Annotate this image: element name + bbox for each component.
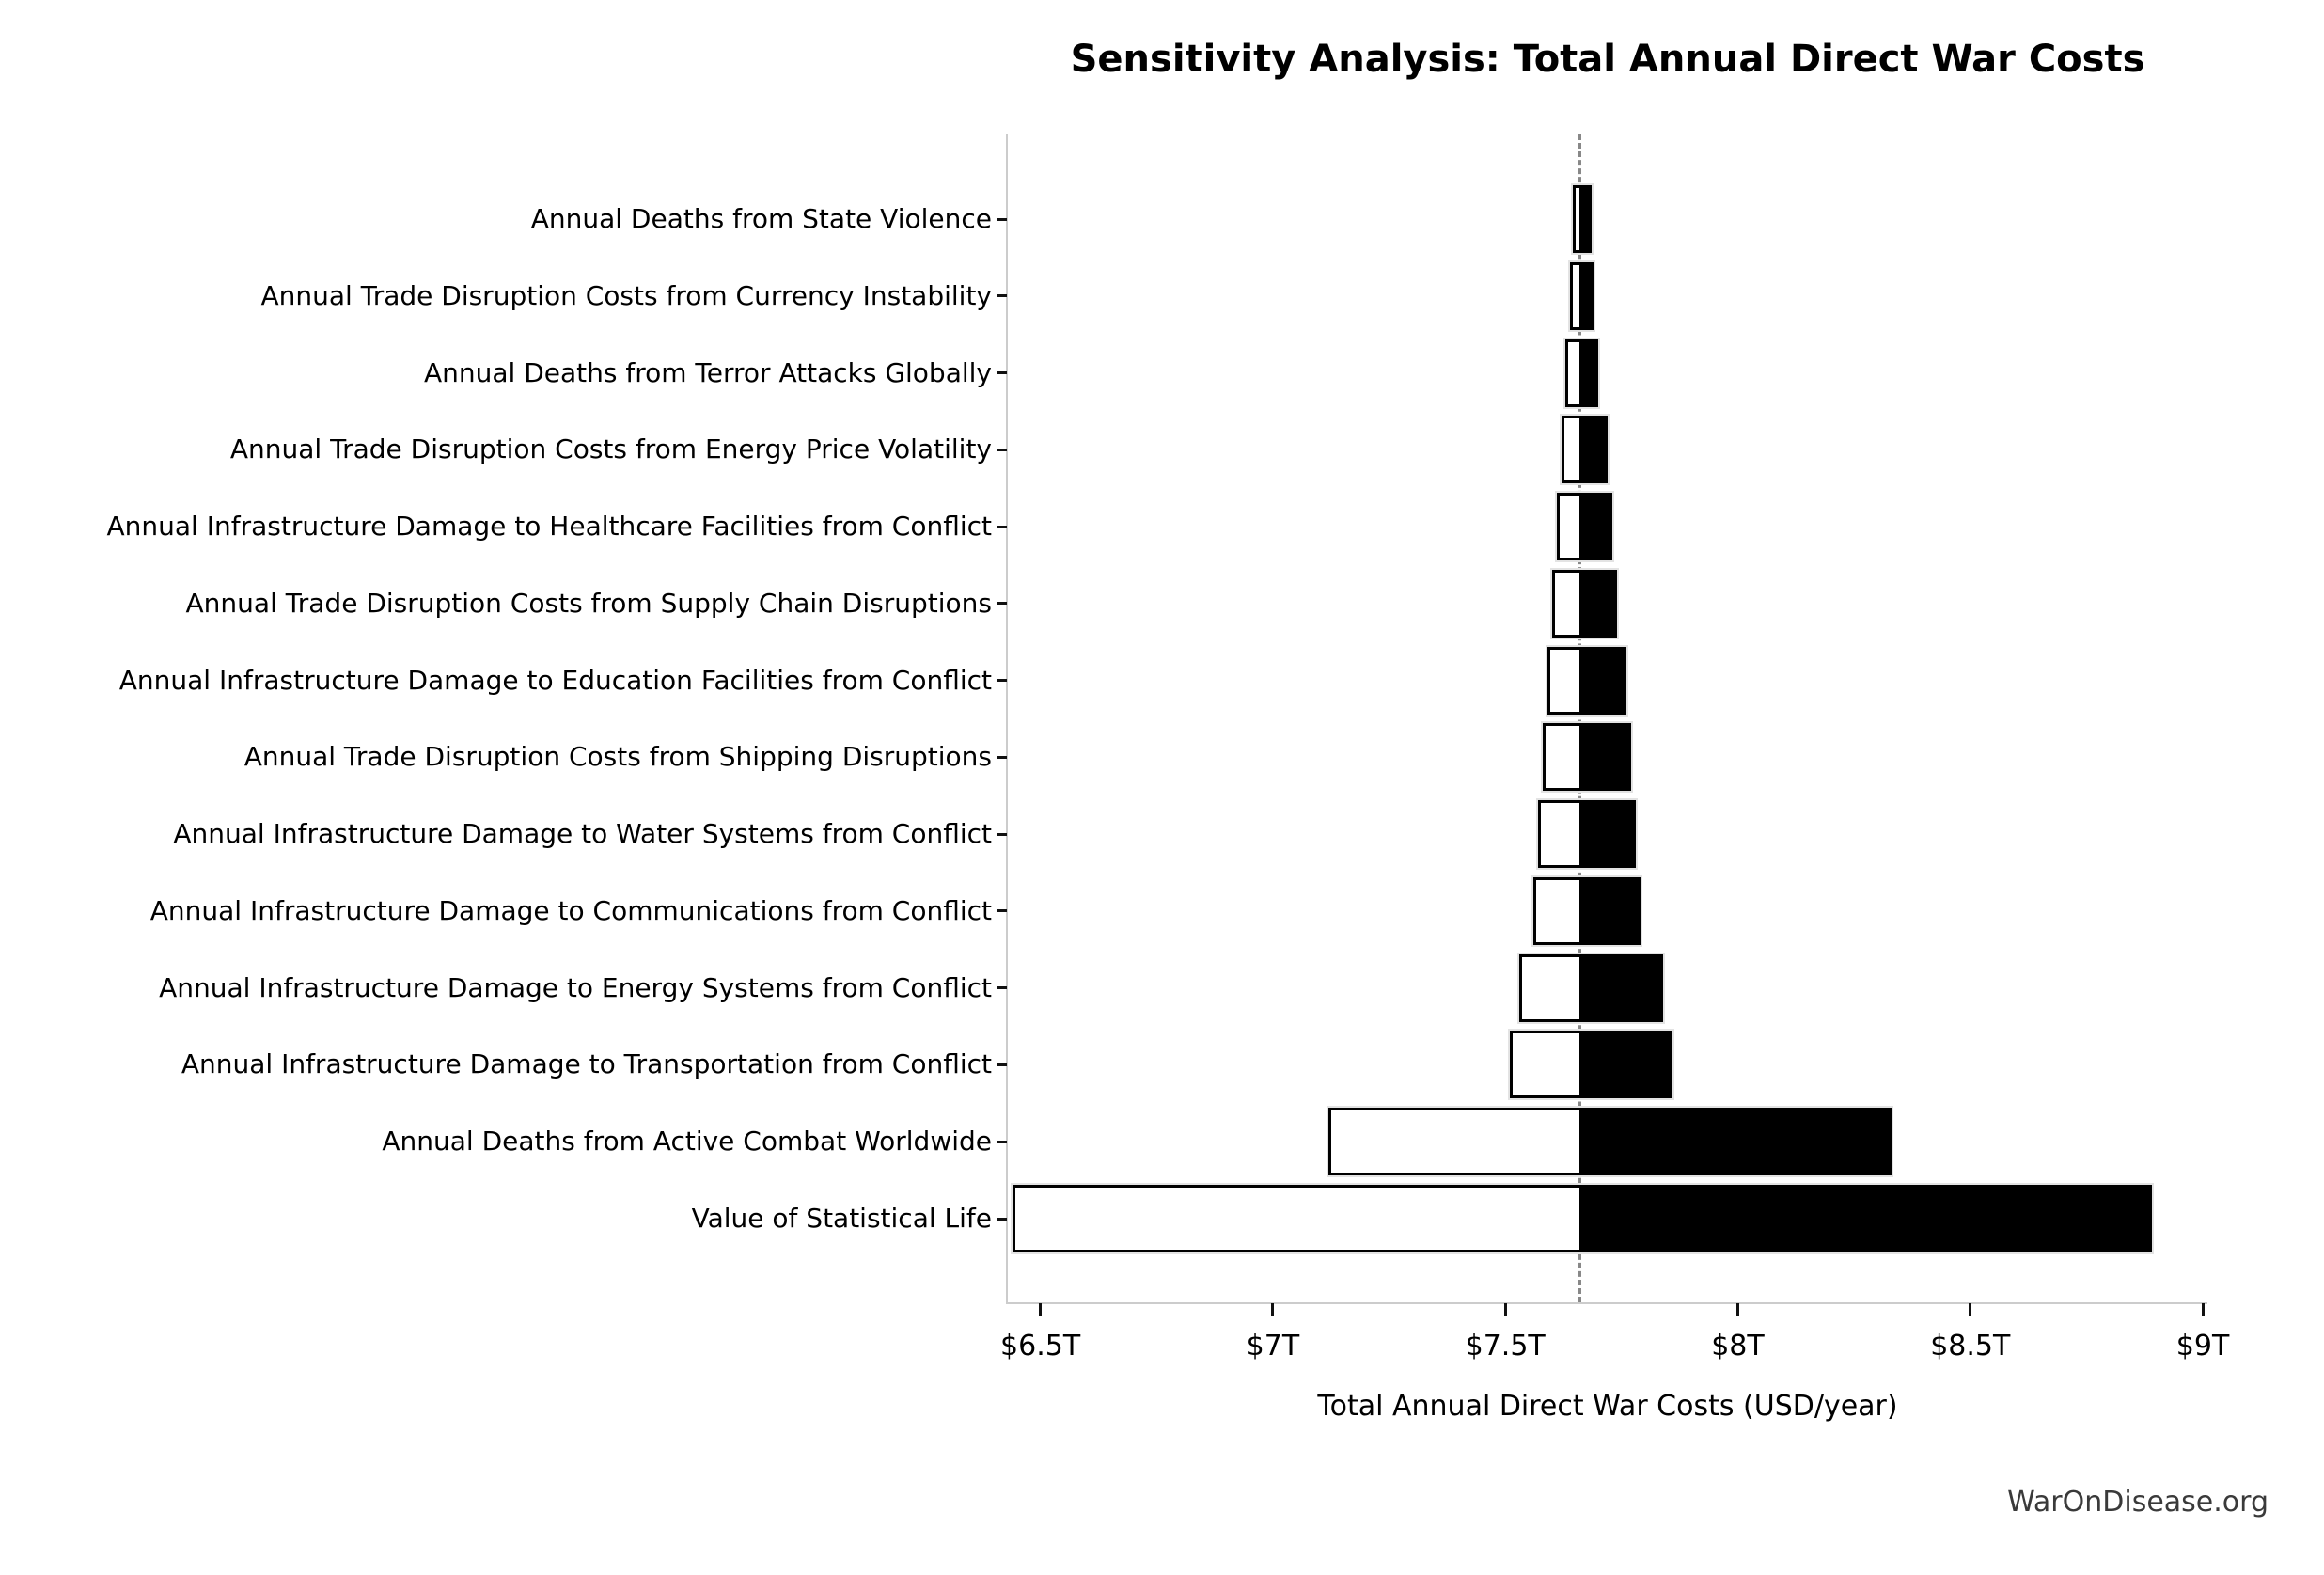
x-tick-label: $6.5T	[1000, 1330, 1081, 1362]
y-tick	[997, 602, 1007, 606]
tornado-bar-high-side	[1579, 649, 1624, 712]
tornado-bar-high-side	[1579, 341, 1596, 404]
tornado-bar-high-side	[1579, 572, 1614, 635]
tornado-bar-high-side	[1579, 264, 1592, 327]
tornado-bar-high-side	[1579, 879, 1638, 942]
y-tick	[997, 679, 1007, 683]
tornado-bar	[1565, 339, 1599, 407]
y-tick	[997, 525, 1007, 528]
y-tick	[997, 217, 1007, 221]
baseline-dashed-line	[1578, 134, 1581, 1302]
x-tick-label: $7T	[1246, 1330, 1300, 1362]
tornado-bar-high-side	[1579, 956, 1661, 1019]
y-axis-label: Annual Infrastructure Damage to Transpor…	[181, 1048, 992, 1080]
tornado-bar	[1510, 1031, 1673, 1099]
tornado-bar	[1519, 953, 1664, 1022]
tornado-bar	[1570, 261, 1594, 330]
tornado-bar	[1551, 569, 1617, 638]
tornado-bar-high-side	[1579, 726, 1628, 789]
y-axis-spine	[1006, 134, 1008, 1302]
tornado-bar-high-side	[1579, 1188, 2149, 1250]
y-tick	[997, 755, 1007, 759]
y-axis-label: Annual Deaths from Terror Attacks Global…	[423, 356, 992, 388]
tornado-bar	[1547, 646, 1626, 715]
x-tick-label: $7.5T	[1465, 1330, 1546, 1362]
x-axis-spine	[1006, 1302, 2207, 1304]
tornado-bar-high-side	[1579, 1110, 1889, 1173]
x-tick-label: $9T	[2175, 1330, 2230, 1362]
x-tick	[2201, 1303, 2205, 1316]
y-tick	[997, 986, 1007, 990]
chart-title: Sensitivity Analysis: Total Annual Direc…	[1070, 38, 2145, 81]
y-axis-label: Annual Deaths from Active Combat Worldwi…	[382, 1126, 992, 1158]
y-tick	[997, 294, 1007, 298]
tornado-bar-high-side	[1579, 188, 1589, 250]
x-axis-title: Total Annual Direct War Costs (USD/year)	[1317, 1390, 1898, 1423]
tornado-bar-high-side	[1579, 1033, 1671, 1096]
y-axis-label: Annual Infrastructure Damage to Educatio…	[118, 664, 992, 696]
y-axis-label: Annual Infrastructure Damage to Energy S…	[159, 971, 992, 1003]
x-tick	[1503, 1303, 1507, 1316]
tornado-bar	[1556, 493, 1612, 561]
tornado-bar	[1532, 876, 1641, 945]
tornado-bar	[1542, 723, 1631, 792]
y-axis-label: Annual Trade Disruption Costs from Energ…	[229, 433, 992, 465]
y-tick	[997, 1140, 1007, 1143]
y-axis-label: Annual Deaths from State Violence	[530, 203, 992, 234]
x-tick	[1039, 1303, 1043, 1316]
tornado-bar	[1537, 800, 1636, 869]
watermark-text: WarOnDisease.org	[2007, 1486, 2269, 1519]
tornado-bar	[1328, 1108, 1892, 1176]
y-axis-label: Annual Trade Disruption Costs from Shipp…	[243, 741, 992, 773]
y-tick	[997, 832, 1007, 836]
y-axis-label: Annual Infrastructure Damage to Healthca…	[106, 511, 993, 543]
y-tick	[997, 909, 1007, 913]
y-axis-label: Annual Trade Disruption Costs from Suppl…	[185, 587, 992, 619]
tornado-bar-high-side	[1579, 496, 1610, 559]
y-axis-label: Annual Infrastructure Damage to Communic…	[149, 894, 992, 926]
tornado-bar	[1572, 185, 1592, 253]
y-tick	[997, 371, 1007, 375]
tornado-bar-high-side	[1579, 803, 1633, 866]
y-tick	[997, 1217, 1007, 1221]
x-tick	[1735, 1303, 1739, 1316]
y-tick	[997, 1063, 1007, 1066]
tornado-bar	[1561, 416, 1608, 484]
y-axis-label: Value of Statistical Life	[691, 1203, 992, 1234]
x-tick-label: $8T	[1711, 1330, 1765, 1362]
y-axis-label: Annual Infrastructure Damage to Water Sy…	[173, 818, 992, 850]
y-tick	[997, 448, 1007, 451]
tornado-bar-high-side	[1579, 418, 1605, 481]
x-tick	[1969, 1303, 1972, 1316]
x-tick-label: $8.5T	[1930, 1330, 2011, 1362]
x-tick	[1271, 1303, 1275, 1316]
tornado-bar	[1012, 1185, 2152, 1252]
y-axis-label: Annual Trade Disruption Costs from Curre…	[260, 279, 992, 311]
